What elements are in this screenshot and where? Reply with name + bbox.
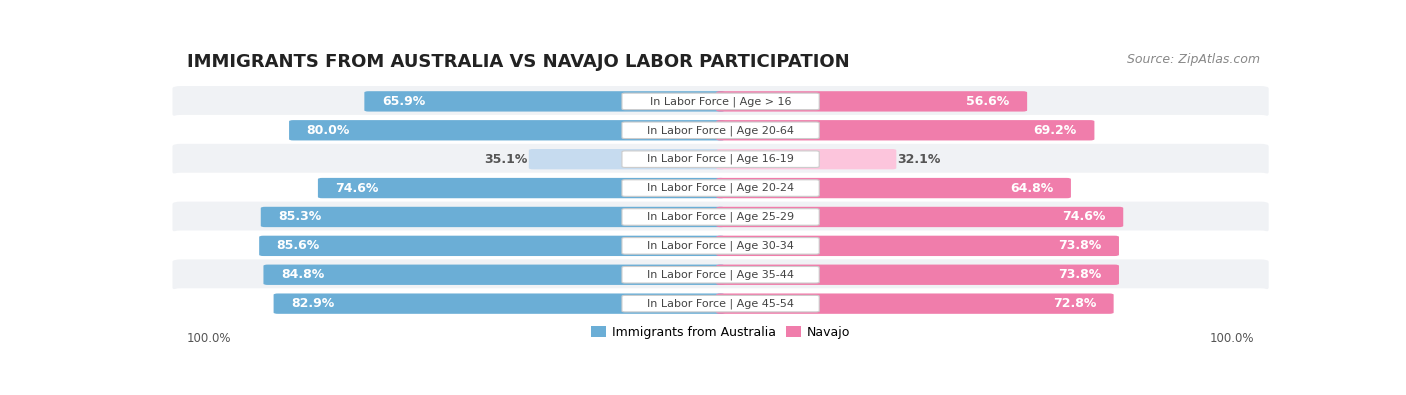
- FancyBboxPatch shape: [263, 265, 725, 285]
- Text: 56.6%: 56.6%: [966, 95, 1010, 108]
- FancyBboxPatch shape: [259, 236, 725, 256]
- Text: IMMIGRANTS FROM AUSTRALIA VS NAVAJO LABOR PARTICIPATION: IMMIGRANTS FROM AUSTRALIA VS NAVAJO LABO…: [187, 53, 849, 71]
- FancyBboxPatch shape: [173, 144, 1268, 175]
- Text: In Labor Force | Age 30-34: In Labor Force | Age 30-34: [647, 241, 794, 251]
- Text: In Labor Force | Age 25-29: In Labor Force | Age 25-29: [647, 212, 794, 222]
- FancyBboxPatch shape: [173, 201, 1268, 232]
- Text: 72.8%: 72.8%: [1053, 297, 1097, 310]
- FancyBboxPatch shape: [621, 180, 820, 196]
- FancyBboxPatch shape: [260, 207, 725, 227]
- Text: 73.8%: 73.8%: [1059, 239, 1101, 252]
- FancyBboxPatch shape: [716, 149, 896, 169]
- FancyBboxPatch shape: [364, 91, 725, 111]
- FancyBboxPatch shape: [318, 178, 725, 198]
- FancyBboxPatch shape: [621, 295, 820, 312]
- FancyBboxPatch shape: [621, 267, 820, 283]
- FancyBboxPatch shape: [621, 209, 820, 225]
- FancyBboxPatch shape: [716, 236, 1119, 256]
- Legend: Immigrants from Australia, Navajo: Immigrants from Australia, Navajo: [586, 321, 855, 344]
- FancyBboxPatch shape: [621, 122, 820, 139]
- FancyBboxPatch shape: [716, 207, 1123, 227]
- Text: 69.2%: 69.2%: [1033, 124, 1077, 137]
- FancyBboxPatch shape: [173, 86, 1268, 117]
- FancyBboxPatch shape: [716, 293, 1114, 314]
- Text: 74.6%: 74.6%: [1063, 211, 1105, 224]
- FancyBboxPatch shape: [173, 288, 1268, 319]
- Text: In Labor Force | Age 45-54: In Labor Force | Age 45-54: [647, 298, 794, 309]
- Text: 64.8%: 64.8%: [1011, 182, 1053, 195]
- FancyBboxPatch shape: [290, 120, 725, 141]
- Text: In Labor Force | Age 20-64: In Labor Force | Age 20-64: [647, 125, 794, 135]
- FancyBboxPatch shape: [621, 238, 820, 254]
- Text: 84.8%: 84.8%: [281, 268, 325, 281]
- Text: In Labor Force | Age 16-19: In Labor Force | Age 16-19: [647, 154, 794, 164]
- FancyBboxPatch shape: [173, 173, 1268, 203]
- Text: 82.9%: 82.9%: [291, 297, 335, 310]
- Text: 35.1%: 35.1%: [484, 153, 527, 166]
- FancyBboxPatch shape: [716, 120, 1094, 141]
- Text: 65.9%: 65.9%: [382, 95, 425, 108]
- Text: 85.3%: 85.3%: [278, 211, 322, 224]
- Text: 80.0%: 80.0%: [307, 124, 350, 137]
- Text: 100.0%: 100.0%: [187, 333, 231, 346]
- Text: In Labor Force | Age > 16: In Labor Force | Age > 16: [650, 96, 792, 107]
- Text: 100.0%: 100.0%: [1211, 333, 1254, 346]
- FancyBboxPatch shape: [621, 151, 820, 167]
- FancyBboxPatch shape: [621, 93, 820, 110]
- Text: 32.1%: 32.1%: [897, 153, 941, 166]
- FancyBboxPatch shape: [173, 231, 1268, 261]
- Text: 73.8%: 73.8%: [1059, 268, 1101, 281]
- Text: 85.6%: 85.6%: [277, 239, 319, 252]
- FancyBboxPatch shape: [173, 260, 1268, 290]
- FancyBboxPatch shape: [173, 115, 1268, 146]
- Text: Source: ZipAtlas.com: Source: ZipAtlas.com: [1128, 53, 1260, 66]
- FancyBboxPatch shape: [716, 265, 1119, 285]
- Text: 74.6%: 74.6%: [336, 182, 378, 195]
- FancyBboxPatch shape: [716, 91, 1028, 111]
- FancyBboxPatch shape: [529, 149, 725, 169]
- FancyBboxPatch shape: [274, 293, 725, 314]
- Text: In Labor Force | Age 35-44: In Labor Force | Age 35-44: [647, 269, 794, 280]
- FancyBboxPatch shape: [716, 178, 1071, 198]
- Text: In Labor Force | Age 20-24: In Labor Force | Age 20-24: [647, 183, 794, 193]
